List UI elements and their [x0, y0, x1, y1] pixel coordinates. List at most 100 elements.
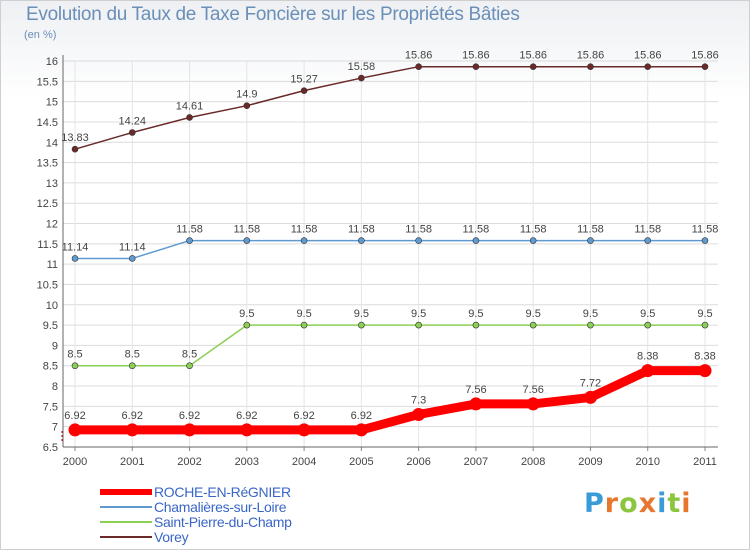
chart-subtitle: (en %) [24, 29, 57, 41]
data-point [701, 63, 709, 70]
data-point [644, 237, 652, 244]
axes [61, 55, 718, 451]
legend-item-vorey[interactable]: Vorey [100, 528, 292, 545]
data-point [641, 364, 655, 378]
y-tick-label: 10.5 [37, 279, 58, 291]
data-point [358, 74, 365, 82]
data-point [526, 397, 540, 411]
y-tick-label: 15.5 [37, 76, 58, 88]
logo-letter: P [584, 488, 605, 519]
logo-letter: i [681, 488, 692, 519]
legend-item-chamalieres[interactable]: Chamalières-sur-Loire [100, 499, 292, 515]
data-point [529, 63, 537, 70]
x-tick-label: 2011 [693, 456, 717, 468]
data-label: 6.92 [179, 410, 200, 422]
data-label: 13.83 [61, 132, 89, 144]
series-group: 13.83 14.24 14.61 14.9 15.27 15.58 15.86 15.86 1… [61, 50, 719, 437]
data-point [71, 145, 79, 153]
series-2: 8.5 8.5 8.5 9.5 9.5 9.5 9.5 9.5 9.5 9.5 9.5 9.5 [67, 308, 713, 370]
proxiti-logo[interactable]: Proxiti [584, 488, 692, 519]
legend-item-roche[interactable]: ROCHE-EN-RéGNIER [100, 484, 292, 500]
data-point [415, 237, 422, 244]
y-tick-label: 16 [46, 56, 58, 68]
data-label: 14.9 [236, 89, 257, 101]
data-label: 9.5 [239, 308, 254, 320]
data-label: 9.5 [640, 308, 655, 320]
data-point [354, 423, 368, 437]
legend: ROCHE-EN-RéGNIER Chamalières-sur-Loire S… [100, 484, 292, 545]
legend-item-saint-pierre[interactable]: Saint-Pierre-du-Champ [100, 513, 292, 530]
data-label: 6.92 [64, 410, 85, 422]
legend-label-saint-pierre: Saint-Pierre-du-Champ [154, 513, 292, 530]
data-label: 9.5 [411, 308, 426, 320]
data-label: 6.92 [351, 410, 372, 422]
data-label: 11.58 [291, 224, 318, 236]
data-label: 8.5 [125, 349, 140, 361]
data-point [128, 362, 136, 370]
data-label: 11.58 [520, 224, 547, 236]
logo-letter: t [667, 488, 682, 519]
data-point [529, 237, 537, 244]
x-tick-label: 2004 [292, 456, 316, 468]
legend-label-vorey: Vorey [154, 528, 189, 545]
data-point [472, 237, 480, 244]
x-tick-label: 2010 [635, 456, 659, 468]
y-tick-label: 13 [46, 178, 58, 190]
data-label: 15.86 [405, 50, 433, 62]
data-point [698, 364, 712, 378]
y-tick-label: 14 [46, 137, 58, 149]
data-label: 9.5 [296, 308, 311, 320]
series-line [74, 239, 706, 260]
y-tick-label: 8 [52, 381, 58, 393]
data-label: 11.58 [692, 224, 719, 236]
data-point [68, 423, 82, 437]
data-label: 7.72 [580, 377, 601, 389]
x-tick-label: 2006 [406, 456, 430, 468]
data-label: 14.61 [176, 100, 204, 112]
y-tick-label: 7.5 [43, 401, 58, 413]
data-label: 11.58 [233, 224, 260, 236]
data-label: 15.86 [634, 50, 662, 62]
x-tick-label: 2009 [578, 456, 602, 468]
data-point [71, 255, 79, 262]
legend-swatch-saint-pierre [100, 520, 152, 523]
data-point [412, 407, 426, 421]
data-point [297, 423, 311, 437]
data-point [243, 102, 251, 109]
data-point [701, 237, 709, 244]
data-label: 11.58 [577, 224, 604, 236]
data-label: 8.38 [694, 351, 715, 363]
y-tick-label: 9.5 [43, 320, 58, 332]
y-tick-label: 15 [46, 97, 58, 109]
data-label: 9.5 [526, 308, 541, 320]
data-point [243, 237, 251, 244]
data-point [701, 321, 709, 329]
data-point [358, 237, 365, 244]
data-point [587, 321, 594, 329]
data-point [186, 237, 193, 244]
data-label: 15.86 [519, 50, 547, 62]
line-chart: 6.577.588.599.51010.51111.51212.51313.51… [37, 50, 719, 468]
data-point [358, 321, 365, 329]
data-label: 9.5 [354, 308, 369, 320]
x-tick-label: 2002 [177, 456, 201, 468]
legend-swatch-chamalieres [100, 505, 152, 508]
series-1: 11.14 11.14 11.58 11.58 11.58 11.58 11.58 11.58… [62, 224, 719, 262]
y-tick-label: 12 [46, 219, 58, 231]
data-point [472, 63, 480, 70]
grid-lines [63, 60, 718, 448]
data-label: 11.58 [176, 224, 203, 236]
data-label: 9.5 [468, 308, 483, 320]
data-point [240, 423, 254, 437]
data-point [415, 63, 422, 70]
data-label: 9.5 [583, 308, 598, 320]
data-label: 6.92 [122, 410, 143, 422]
data-point [472, 321, 480, 329]
data-label: 11.14 [62, 241, 89, 253]
data-label: 11.58 [405, 224, 432, 236]
data-point [183, 423, 197, 437]
data-label: 7.3 [411, 394, 426, 406]
data-label: 15.86 [577, 50, 605, 62]
data-label: 8.5 [182, 349, 197, 361]
